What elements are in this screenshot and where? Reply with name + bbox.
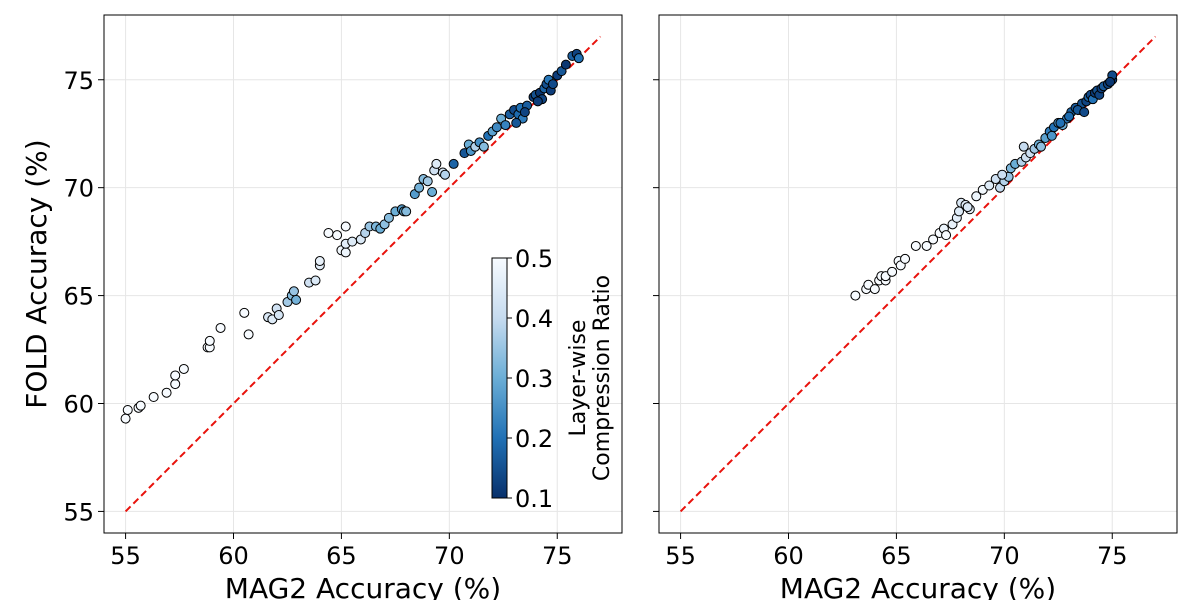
data-point xyxy=(347,236,358,247)
x-tick-label: 65 xyxy=(881,542,912,570)
right-scatter-panel: 55 60 65 70 75 MAG2 Accuracy (%) xyxy=(653,14,1178,600)
x-tick-label: 70 xyxy=(989,542,1020,570)
data-point xyxy=(1036,141,1047,152)
data-point xyxy=(532,96,543,107)
colorbar-tick-label: 0.3 xyxy=(515,365,553,393)
data-point xyxy=(340,221,351,232)
colorbar-tick-label: 0.1 xyxy=(515,485,553,513)
data-point xyxy=(314,256,325,267)
data-point xyxy=(500,120,511,131)
data-point xyxy=(440,169,451,180)
x-tick-label: 65 xyxy=(326,542,357,570)
data-point xyxy=(414,182,425,193)
data-point xyxy=(135,400,146,411)
data-point xyxy=(491,122,502,133)
data-point xyxy=(1046,130,1057,141)
data-point xyxy=(448,158,459,169)
data-point xyxy=(984,180,995,191)
data-point xyxy=(340,247,351,258)
data-point xyxy=(170,379,181,390)
x-tick-label: 75 xyxy=(1097,542,1128,570)
colorbar-tick-label: 0.4 xyxy=(515,305,553,333)
data-point xyxy=(928,234,939,245)
data-point xyxy=(887,266,898,277)
data-point xyxy=(178,363,189,374)
data-point xyxy=(288,286,299,297)
data-point xyxy=(997,169,1008,180)
colorbar-label-line1: Layer-wise xyxy=(566,320,591,437)
data-point xyxy=(910,240,921,251)
y-tick-label: 60 xyxy=(63,391,94,419)
data-point xyxy=(1064,111,1075,122)
data-point xyxy=(204,335,215,346)
x-tick-label: 60 xyxy=(218,542,249,570)
x-axis-label: MAG2 Accuracy (%) xyxy=(225,572,501,600)
data-point xyxy=(243,329,254,340)
data-point xyxy=(519,107,530,118)
colorbar-gradient xyxy=(491,257,508,499)
data-point xyxy=(401,206,412,217)
left-scatter-panel: 55 60 65 70 75 55 60 65 70 75 MAG2 Accuracy (%) FOL… xyxy=(20,14,623,600)
x-tick-label: 55 xyxy=(110,542,141,570)
x-tick-label: 55 xyxy=(665,542,696,570)
x-axis-label: MAG2 Accuracy (%) xyxy=(780,572,1056,600)
data-point xyxy=(511,117,522,128)
x-tick-label: 60 xyxy=(773,542,804,570)
data-point xyxy=(273,310,284,321)
colorbar-tick-label: 0.5 xyxy=(515,245,553,273)
data-point xyxy=(383,212,394,223)
colorbar-label-line2: Compression Ratio xyxy=(590,275,615,481)
colorbar-tick-label: 0.2 xyxy=(515,425,553,453)
data-point xyxy=(1105,76,1116,87)
identity-reference-line xyxy=(679,35,1157,513)
data-point xyxy=(941,230,952,241)
data-point xyxy=(560,59,571,70)
data-point xyxy=(291,294,302,305)
data-point xyxy=(971,191,982,202)
data-point xyxy=(239,307,250,318)
data-point xyxy=(161,387,172,398)
data-point xyxy=(478,141,489,152)
data-point xyxy=(850,290,861,301)
data-point xyxy=(215,322,226,333)
data-point xyxy=(170,370,181,381)
x-tick-label: 75 xyxy=(542,542,573,570)
y-axis-label: FOLD Accuracy (%) xyxy=(20,139,53,408)
data-point xyxy=(547,79,558,90)
y-tick-label: 75 xyxy=(63,67,94,95)
data-point xyxy=(921,240,932,251)
data-point xyxy=(427,186,438,197)
data-point xyxy=(573,53,584,64)
plot-frame xyxy=(658,14,1178,534)
data-point xyxy=(120,413,131,424)
y-tick-label: 70 xyxy=(63,175,94,203)
x-tick-label: 70 xyxy=(434,542,465,570)
y-tick-label: 65 xyxy=(63,283,94,311)
data-point xyxy=(1055,117,1066,128)
data-point xyxy=(962,202,973,213)
data-point xyxy=(869,284,880,295)
data-point xyxy=(431,158,442,169)
data-point xyxy=(310,275,321,286)
data-point xyxy=(1018,141,1029,152)
data-point xyxy=(1079,107,1090,118)
data-point xyxy=(148,392,159,403)
data-point xyxy=(323,227,334,238)
plot-frame xyxy=(103,14,623,534)
identity-reference-line xyxy=(124,35,602,513)
y-tick-label: 55 xyxy=(63,498,94,526)
data-point xyxy=(900,253,911,264)
colorbar: 0.1 0.2 0.3 0.4 0.5 Layer-wise Compression Rat… xyxy=(491,245,615,513)
data-point xyxy=(122,404,133,415)
data-point xyxy=(332,230,343,241)
data-point xyxy=(422,176,433,187)
